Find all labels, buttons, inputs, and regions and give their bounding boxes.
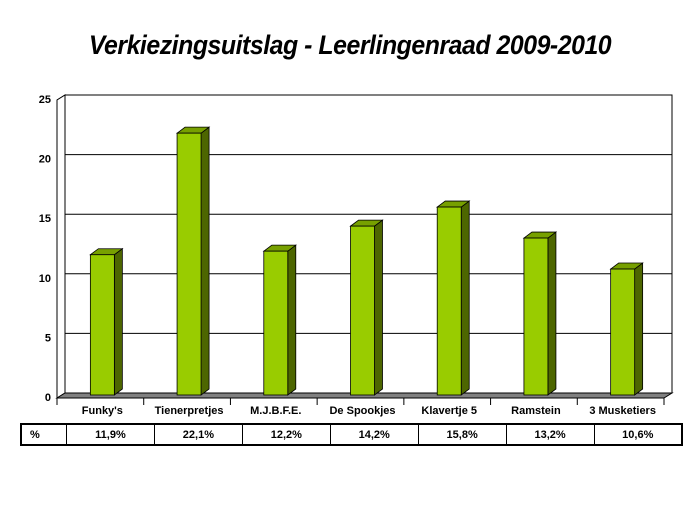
bar — [89, 254, 115, 396]
bar — [263, 250, 289, 396]
table-cell: 15,8% — [417, 423, 507, 446]
bar-side — [460, 200, 470, 396]
x-tick-label: Funky's — [82, 405, 123, 417]
table-cell: 13,2% — [505, 423, 595, 446]
bar-chart: 0 5 10 15 20 25 Funky's Tienerpretjes M.J.B.F.E.… — [39, 94, 674, 417]
chart-title: Verkiezingsuitslag - Leerlingenraad 2009… — [88, 30, 612, 60]
bar — [436, 206, 462, 396]
bar — [350, 225, 375, 396]
table-cell: 12,2% — [241, 423, 331, 446]
table-row: % 11,9% 22,1% 12,2% 14,2% 15,8% 13,2% 10… — [20, 423, 683, 446]
bar-side — [547, 231, 557, 396]
bars — [89, 126, 644, 396]
floor — [55, 392, 674, 399]
x-tick-label: 3 Musketiers — [589, 405, 656, 417]
y-tick-label: 10 — [39, 273, 51, 285]
x-tick-label: M.J.B.F.E. — [250, 405, 301, 417]
bar-side — [287, 244, 297, 396]
axes — [55, 94, 674, 405]
x-tick-label: Klavertje 5 — [421, 405, 477, 417]
table-cell: 14,2% — [329, 423, 419, 446]
x-tick-label: Ramstein — [511, 405, 561, 417]
y-tick-label: 20 — [39, 154, 51, 166]
bar-side — [634, 262, 644, 396]
table-row-label: % — [20, 423, 67, 446]
table-cell: 10,6% — [593, 423, 683, 446]
side-wall — [56, 94, 66, 399]
table-cell: 11,9% — [66, 423, 155, 446]
bar — [176, 132, 202, 396]
x-tick-label: Tienerpretjes — [155, 405, 224, 417]
y-tick-label: 15 — [39, 213, 51, 225]
bar — [610, 268, 636, 396]
percentage-table: % 11,9% 22,1% 12,2% 14,2% 15,8% 13,2% 10… — [20, 423, 683, 446]
y-tick-label: 25 — [39, 94, 51, 106]
x-tick-label: De Spookjes — [329, 405, 395, 417]
bar-side — [113, 247, 123, 396]
bar — [523, 237, 549, 396]
y-tick-label: 0 — [45, 392, 51, 404]
labels: 0 5 10 15 20 25 Funky's Tienerpretjes M.J.B.F.E.… — [39, 94, 656, 417]
y-tick-label: 5 — [45, 332, 51, 344]
bar-side — [200, 126, 210, 396]
bar-side — [374, 219, 383, 396]
table-cell: 22,1% — [153, 423, 243, 446]
